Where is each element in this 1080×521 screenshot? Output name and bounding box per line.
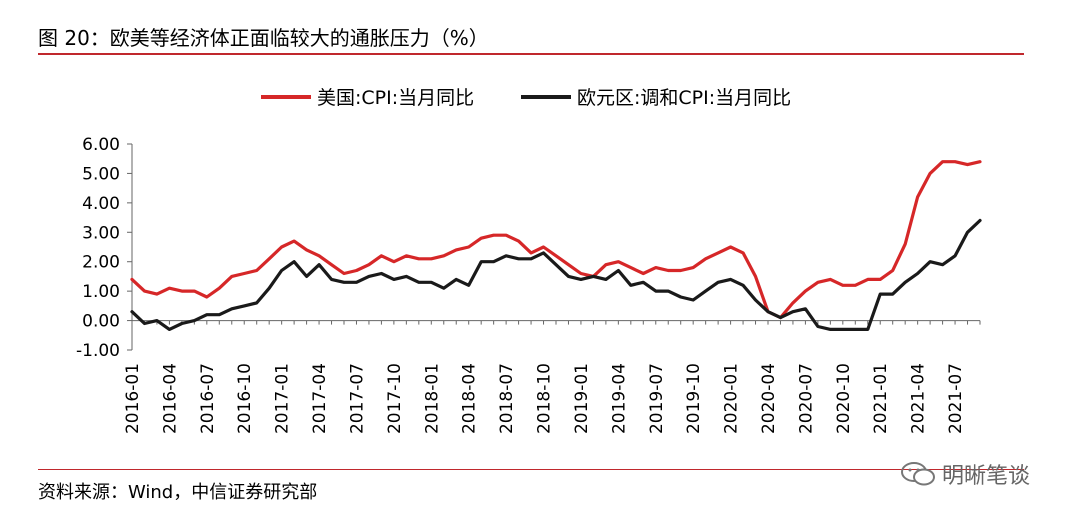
x-tick-label: 2020-01 xyxy=(722,363,742,434)
chart-title: 图 20：欧美等经济体正面临较大的通胀压力（%） xyxy=(38,26,489,50)
x-tick-label: 2017-04 xyxy=(310,363,330,434)
x-tick-label: 2017-01 xyxy=(273,363,293,434)
y-tick-label: -1.00 xyxy=(76,341,120,361)
series-layer xyxy=(130,160,982,331)
watermark: 明晰笔谈 xyxy=(900,458,1030,490)
axes: 6.00 5.00 4.00 3.00 2.00 1.00 0.00 -1.002016-01… xyxy=(76,135,981,434)
legend: 美国:CPI:当月同比 欧元区:调和CPI:当月同比 xyxy=(261,87,791,109)
wechat-icon xyxy=(901,462,935,486)
y-tick-label: 6.00 xyxy=(82,135,120,155)
y-tick-label: 1.00 xyxy=(82,282,120,302)
x-tick-label: 2021-04 xyxy=(909,363,929,434)
x-tick-label: 2018-01 xyxy=(422,363,442,434)
x-tick-label: 2016-01 xyxy=(123,363,143,434)
y-tick-label: 3.00 xyxy=(82,223,120,243)
x-tick-label: 2019-07 xyxy=(647,363,667,434)
title-divider xyxy=(38,53,1024,55)
legend-label-eu: 欧元区:调和CPI:当月同比 xyxy=(577,87,791,109)
y-tick-label: 4.00 xyxy=(82,194,120,214)
watermark-text: 明晰笔谈 xyxy=(942,464,1031,489)
source-divider xyxy=(38,469,1024,470)
x-tick-label: 2018-07 xyxy=(497,363,517,434)
series-line-us-cpi xyxy=(130,160,982,320)
x-tick-label: 2016-07 xyxy=(198,363,218,434)
x-tick-label: 2021-07 xyxy=(946,363,966,434)
x-tick-label: 2017-07 xyxy=(347,363,367,434)
chart-area: 美国:CPI:当月同比 欧元区:调和CPI:当月同比 6.00 5.00 4.00 3… xyxy=(76,87,982,434)
series-line-eu-hicp xyxy=(130,218,982,331)
source-note: 资料来源：Wind，中信证券研究部 xyxy=(38,482,318,503)
x-tick-label: 2016-10 xyxy=(235,363,255,434)
x-tick-label: 2019-10 xyxy=(684,363,704,434)
x-tick-label: 2020-10 xyxy=(834,363,854,434)
y-tick-label: 5.00 xyxy=(82,164,120,184)
y-tick-label: 0.00 xyxy=(82,312,120,332)
x-tick-label: 2020-04 xyxy=(759,363,779,434)
x-tick-label: 2019-04 xyxy=(609,363,629,434)
x-tick-label: 2016-04 xyxy=(160,363,180,434)
x-tick-label: 2018-04 xyxy=(460,363,480,434)
x-tick-label: 2019-01 xyxy=(572,363,592,434)
y-tick-label: 2.00 xyxy=(82,253,120,273)
x-tick-label: 2018-10 xyxy=(535,363,555,434)
x-tick-label: 2021-01 xyxy=(871,363,891,434)
x-tick-label: 2017-10 xyxy=(385,363,405,434)
legend-label-us: 美国:CPI:当月同比 xyxy=(317,87,474,109)
x-tick-label: 2020-07 xyxy=(796,363,816,434)
